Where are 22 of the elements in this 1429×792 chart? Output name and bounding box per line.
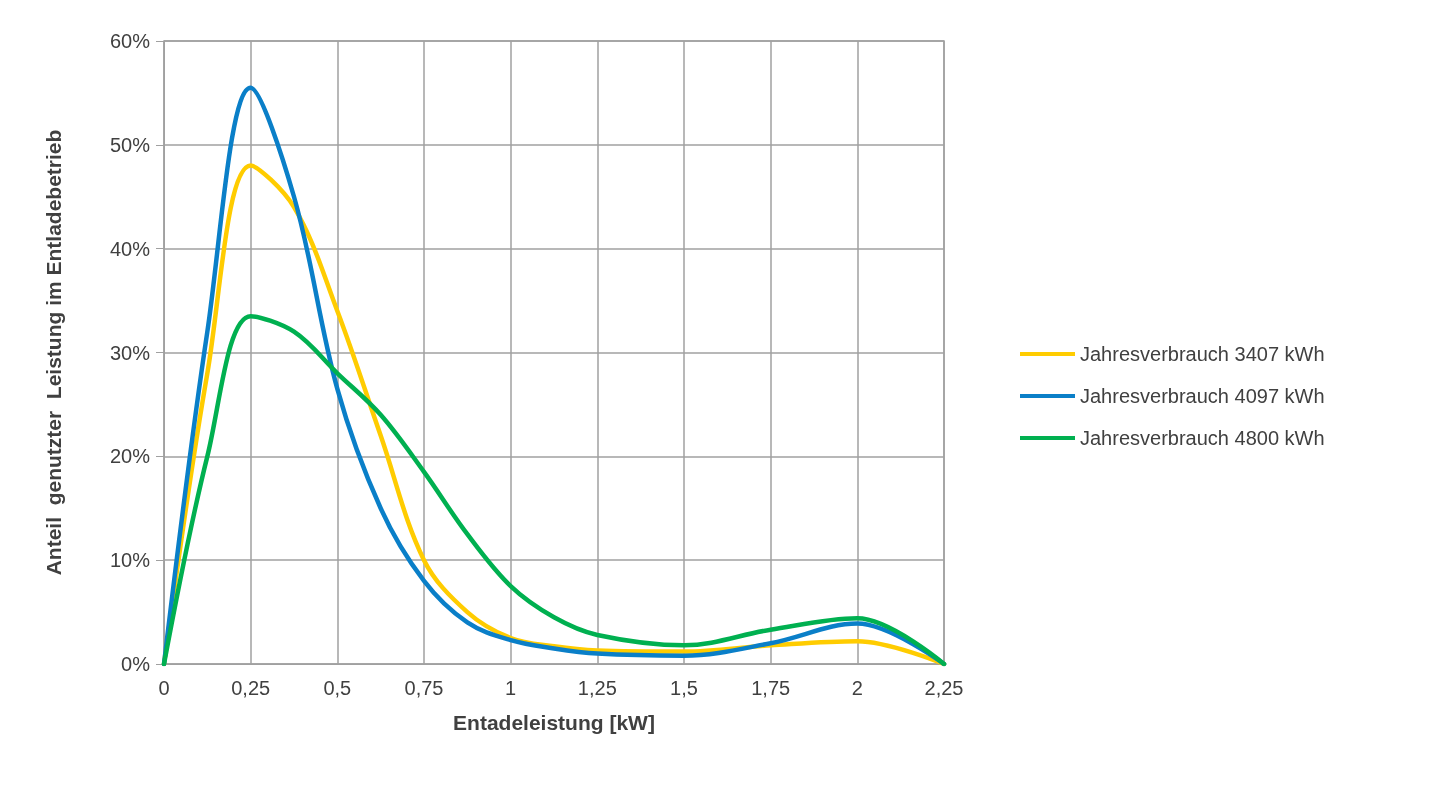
x-tick-label: 1,5: [670, 677, 698, 699]
x-tick-label: 1: [505, 677, 517, 699]
x-tick-label: 0,75: [404, 677, 444, 699]
x-tick-label: 1,75: [751, 677, 791, 699]
x-tick-label: 0: [158, 677, 170, 699]
x-axis-title: Entadeleistung [kW]: [453, 711, 655, 734]
y-tick-label: 50%: [109, 133, 151, 156]
x-tick-label: 0,5: [323, 677, 352, 699]
legend-label: Jahresverbrauch 4097 kWh: [1080, 385, 1325, 407]
y-tick-label: 60%: [109, 30, 151, 52]
y-tick-label: 0%: [121, 653, 151, 675]
x-tick-label: 2,25: [924, 677, 964, 699]
y-tick-label: 40%: [109, 237, 151, 260]
x-tick-label: 1,25: [577, 677, 617, 699]
y-tick-label: 30%: [109, 341, 151, 364]
y-tick-label: 20%: [109, 445, 151, 468]
legend-label: Jahresverbrauch 3407 kWh: [1080, 343, 1325, 365]
x-tick-label: 0,25: [231, 677, 271, 699]
y-tick-label: 10%: [109, 549, 151, 572]
x-tick-label: 2: [851, 677, 863, 699]
y-axis-title: Anteil genutzter Leistung im Entladebetrieb: [42, 129, 65, 576]
legend-label: Jahresverbrauch 4800 kWh: [1080, 427, 1325, 449]
